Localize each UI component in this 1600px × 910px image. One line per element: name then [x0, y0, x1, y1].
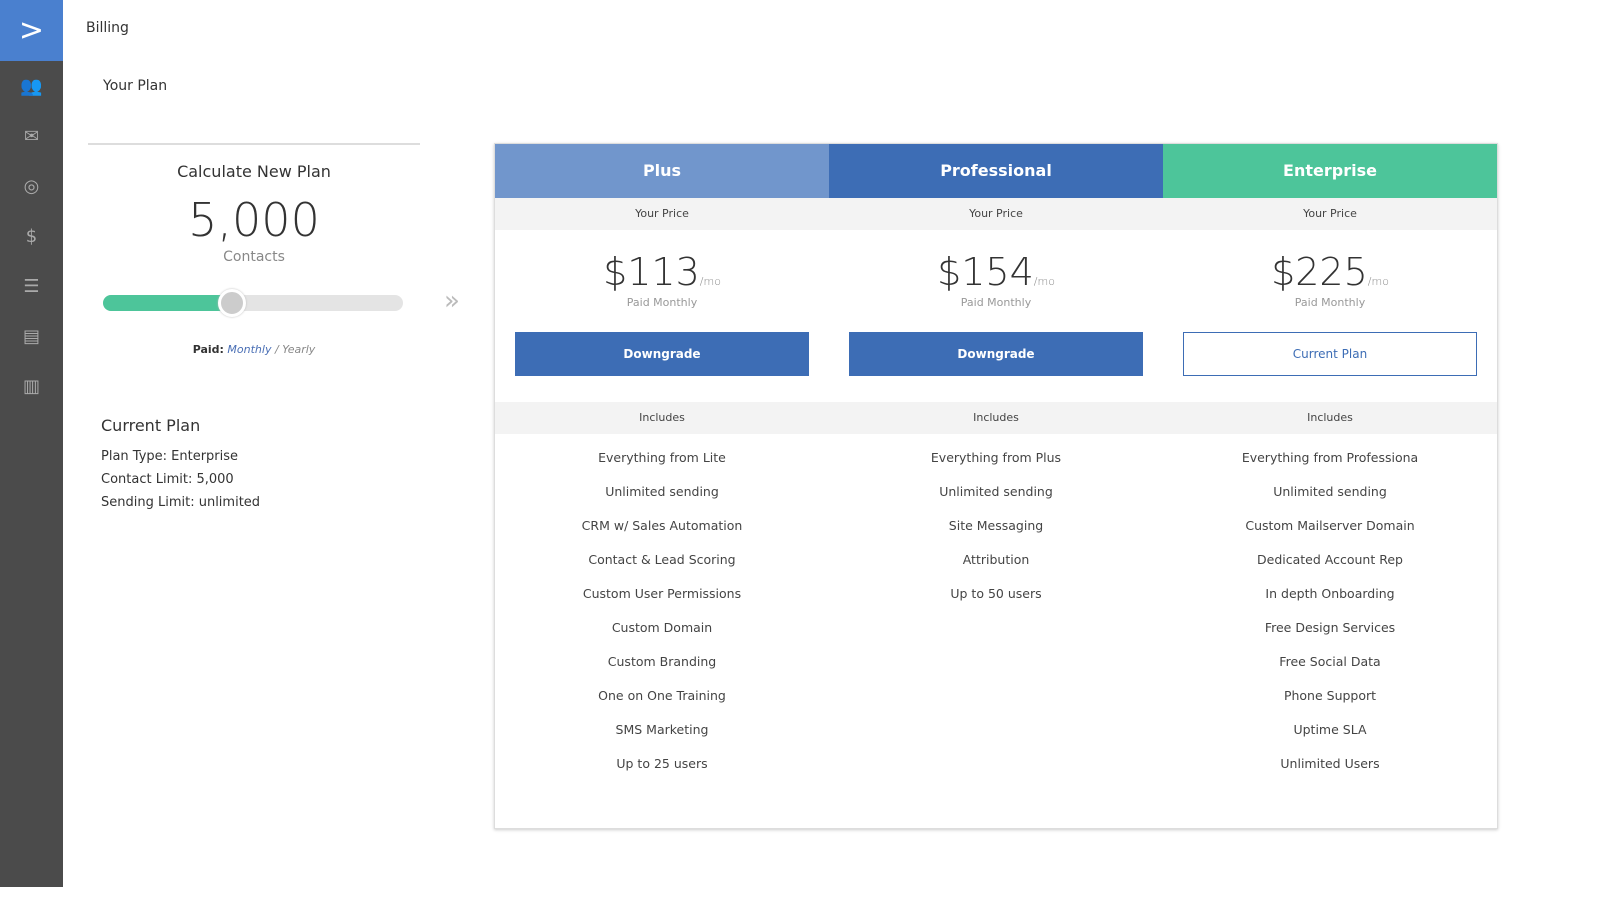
yearly-link[interactable]: Yearly [282, 343, 316, 356]
billing-period: Paid Monthly [1294, 296, 1366, 309]
double-chevron-right-icon: » [444, 286, 460, 316]
your-price-label: Your Price [829, 198, 1163, 230]
feature-item: Free Design Services [1264, 620, 1396, 635]
feature-item: In depth Onboarding [1265, 586, 1395, 601]
price-value: $225 [1271, 250, 1368, 294]
feature-item: CRM w/ Sales Automation [581, 518, 743, 533]
contact-count: 5,000 [188, 193, 320, 247]
sidebar: > 👥 ✉ ◎ $ ☰ ▤ ▥ [0, 0, 63, 887]
billing-period: Paid Monthly [626, 296, 698, 309]
current-plan-title: Current Plan [101, 416, 201, 435]
calculator-title: Calculate New Plan [177, 162, 331, 181]
plan-calculator: Calculate New Plan 5,000 Contacts Paid: … [88, 143, 420, 371]
feature-list: Everything from Lite Unlimited sending CRM… [495, 450, 829, 790]
plan-plus: Plus Your Price $113/mo Paid Monthly Dow… [495, 144, 829, 828]
billing-toggle: Paid: Monthly / Yearly [88, 343, 420, 356]
deals-icon[interactable]: $ [25, 225, 38, 247]
section-title: Your Plan [103, 78, 168, 94]
feature-item: Free Social Data [1279, 654, 1381, 669]
automations-icon[interactable]: ◎ [23, 175, 40, 197]
includes-label: Includes [829, 402, 1163, 434]
logo-chevron-icon[interactable]: > [0, 0, 63, 61]
feature-item: Everything from Plus [930, 450, 1062, 465]
feature-item: Custom Domain [611, 620, 713, 635]
feature-list: Everything from Professiona Unlimited sen… [1163, 450, 1497, 790]
price-value: $154 [937, 250, 1034, 294]
feature-item: Uptime SLA [1293, 722, 1367, 737]
price-period: /mo [1367, 275, 1389, 288]
feature-item: Unlimited Users [1280, 756, 1380, 771]
includes-label: Includes [495, 402, 829, 434]
separator: / [274, 343, 279, 356]
contacts-label: Contacts [223, 249, 285, 265]
downgrade-button[interactable]: Downgrade [515, 332, 809, 376]
feature-item: Up to 25 users [616, 756, 708, 771]
feature-item: SMS Marketing [615, 722, 709, 737]
feature-item: Phone Support [1283, 688, 1377, 703]
feature-item: Everything from Lite [598, 450, 726, 465]
feature-list: Everything from Plus Unlimited sending Sit… [829, 450, 1163, 620]
feature-item: Up to 50 users [950, 586, 1042, 601]
your-price-label: Your Price [495, 198, 829, 230]
feature-item: Custom Branding [607, 654, 717, 669]
plan-name: Enterprise [1163, 144, 1497, 198]
price-period: /mo [1033, 275, 1055, 288]
feature-item: Unlimited sending [939, 484, 1053, 499]
feature-item: Attribution [962, 552, 1030, 567]
slider-handle[interactable] [218, 289, 246, 317]
paid-label: Paid: [192, 343, 224, 356]
billing-period: Paid Monthly [960, 296, 1032, 309]
feature-item: Everything from Professiona [1241, 450, 1419, 465]
page-title: Billing [86, 20, 129, 36]
sending-limit: Sending Limit: unlimited [101, 495, 261, 510]
feature-item: Site Messaging [948, 518, 1044, 533]
contacts-icon[interactable]: 👥 [20, 75, 43, 97]
feature-item: One on One Training [598, 688, 726, 703]
plan-name: Plus [495, 144, 829, 198]
price: $154/mo [829, 230, 1163, 310]
feature-item: Unlimited sending [1273, 484, 1387, 499]
feature-item: Custom Mailserver Domain [1245, 518, 1415, 533]
current-plan-button[interactable]: Current Plan [1183, 332, 1477, 376]
plan-type: Plan Type: Enterprise [101, 449, 239, 464]
slider-fill [103, 295, 232, 311]
plan-name: Professional [829, 144, 1163, 198]
current-plan: Current Plan Plan Type: Enterprise Conta… [101, 416, 260, 518]
feature-item: Dedicated Account Rep [1257, 552, 1403, 567]
contacts-slider[interactable] [103, 289, 403, 317]
your-price-label: Your Price [1163, 198, 1497, 230]
price: $225/mo [1163, 230, 1497, 310]
campaigns-icon[interactable]: ✉ [23, 125, 40, 147]
forms-icon[interactable]: ▤ [22, 325, 40, 347]
contact-limit: Contact Limit: 5,000 [101, 472, 234, 487]
reports-icon[interactable]: ▥ [22, 375, 40, 397]
price: $113/mo [495, 230, 829, 310]
plan-professional: Professional Your Price $154/mo Paid Mon… [829, 144, 1163, 828]
lists-icon[interactable]: ☰ [23, 275, 40, 297]
price-value: $113 [603, 250, 700, 294]
feature-item: Contact & Lead Scoring [588, 552, 736, 567]
plan-enterprise: Enterprise Your Price $225/mo Paid Month… [1163, 144, 1497, 828]
feature-item: Custom User Permissions [582, 586, 742, 601]
monthly-link[interactable]: Monthly [227, 343, 272, 356]
downgrade-button[interactable]: Downgrade [849, 332, 1143, 376]
price-period: /mo [699, 275, 721, 288]
plans-table: Plus Your Price $113/mo Paid Monthly Dow… [494, 143, 1498, 829]
includes-label: Includes [1163, 402, 1497, 434]
feature-item: Unlimited sending [605, 484, 719, 499]
